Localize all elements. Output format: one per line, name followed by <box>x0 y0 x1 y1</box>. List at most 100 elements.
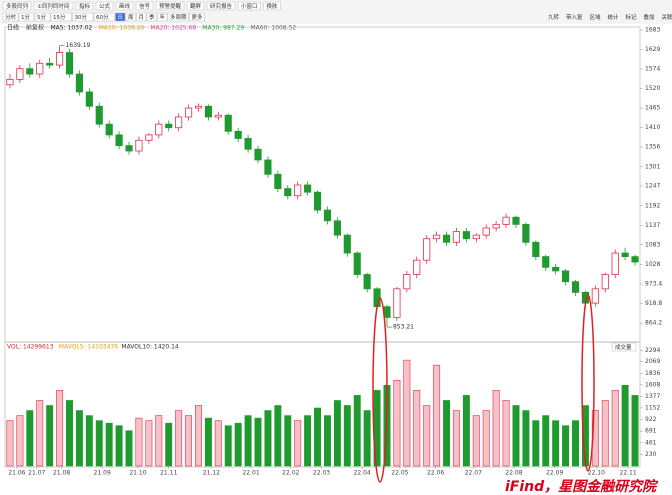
volume-bar <box>125 430 133 467</box>
y-tick-label: 864.2 <box>645 320 662 327</box>
candle-body <box>492 223 500 229</box>
candle-body <box>552 266 560 272</box>
volume-bar <box>244 415 252 467</box>
toolbar-button[interactable] <box>135 1 154 11</box>
toolbar-label: 研究报告 <box>210 2 233 10</box>
x-tick-label: 22.02 <box>282 470 299 477</box>
toolbar-right-label[interactable]: 标记 <box>626 13 638 21</box>
volume-bar <box>343 405 351 467</box>
volume-bar <box>105 422 113 467</box>
candle-body <box>304 184 312 193</box>
period-button[interactable] <box>2 12 19 22</box>
x-tick-label: 22.09 <box>546 470 563 477</box>
candle-body <box>591 288 599 304</box>
vol-y-tick-label: 1608 <box>645 381 660 388</box>
volume-bar <box>185 415 193 467</box>
candle-body <box>631 256 639 263</box>
period-button[interactable] <box>146 12 157 22</box>
toolbar-right-label[interactable]: 关联 <box>662 13 672 21</box>
period-label: 分时 <box>5 13 17 21</box>
period-label: 更多 <box>192 13 204 21</box>
toolbar-button[interactable] <box>186 1 205 11</box>
period-button[interactable] <box>189 12 205 22</box>
toolbar-button[interactable] <box>33 1 74 11</box>
toolbar-right-label[interactable]: 带入复 <box>566 13 583 21</box>
period-label: 季 <box>149 13 155 21</box>
toolbar-right-label[interactable]: 区域 <box>590 13 602 21</box>
ma-legend: MA20: 1025.68 <box>151 25 197 32</box>
watermark: iFind，星图金融研究院 <box>505 478 659 495</box>
vol-y-tick-label: 1377 <box>645 393 660 400</box>
toolbar-right-label[interactable]: 统计 <box>608 13 620 21</box>
candle-body <box>621 252 629 258</box>
period-label: 月 <box>139 14 145 21</box>
candle-body <box>184 107 193 118</box>
candle-body <box>333 220 341 236</box>
period-label: 多周期 <box>170 13 187 21</box>
toolbar-button[interactable] <box>155 1 185 11</box>
toolbar-button[interactable] <box>237 1 261 11</box>
toolbar-button[interactable] <box>263 1 281 11</box>
period-button[interactable] <box>136 12 147 22</box>
toolbar-button[interactable] <box>75 1 94 11</box>
period-button[interactable] <box>93 12 115 22</box>
candle-body <box>224 114 232 132</box>
y-tick-label: 1410 <box>645 124 660 131</box>
x-tick-label: 21.08 <box>53 470 70 477</box>
period-button[interactable] <box>115 12 126 22</box>
period-button[interactable] <box>125 12 136 22</box>
toolbar-label: 翻屏 <box>190 2 202 10</box>
volume-bar <box>492 390 500 467</box>
candle-body <box>55 52 64 66</box>
y-tick-label: 1520 <box>645 85 660 92</box>
vol-y-tick-label: 691 <box>645 428 657 435</box>
volume-bar <box>472 415 480 467</box>
period-label: 15分 <box>53 13 66 21</box>
toolbar-button[interactable] <box>206 1 236 11</box>
toolbar-button[interactable] <box>95 1 114 11</box>
volume-bar <box>512 405 520 467</box>
candle-body <box>294 184 302 197</box>
period-label: 日 <box>118 14 124 21</box>
candle-body <box>95 105 103 125</box>
vol-y-tick-label: 1152 <box>645 404 660 411</box>
toolbar-label: 换肤 <box>267 2 279 10</box>
candle-body <box>562 270 570 283</box>
ma-legend: MA5: 1037.02 <box>51 25 93 32</box>
volume-bar <box>284 415 292 467</box>
toolbar-right-label[interactable]: 叠加 <box>644 13 655 21</box>
candle-body <box>363 274 371 290</box>
candle-body <box>46 62 54 66</box>
period-button[interactable] <box>50 12 72 22</box>
volume-button[interactable] <box>611 342 637 352</box>
volume-bar <box>502 400 510 467</box>
y-tick-label: 1137 <box>645 222 660 229</box>
volume-bar <box>214 420 222 467</box>
toolbar-button[interactable] <box>2 1 32 11</box>
period-button[interactable] <box>72 12 94 22</box>
period-button[interactable] <box>167 12 189 22</box>
volume-bar <box>433 364 441 467</box>
toolbar-label: 信号 <box>139 2 151 10</box>
period-button[interactable] <box>18 12 35 22</box>
candle-body <box>125 145 133 152</box>
candle-body <box>502 216 510 225</box>
volume-bar <box>314 407 322 467</box>
candle-body <box>16 68 24 80</box>
candle-body <box>26 68 34 75</box>
highlight-ellipse <box>581 294 595 472</box>
candle-body <box>482 227 490 236</box>
vol-y-tick-label: 2069 <box>645 358 660 365</box>
toolbar-button[interactable] <box>115 1 134 11</box>
volume-bar <box>443 400 450 467</box>
volume-button-label[interactable]: 成交量 <box>615 343 632 351</box>
y-tick-label: 1083 <box>645 241 660 248</box>
volume-bar <box>631 395 639 467</box>
ma-legend: MA60: 1008.52 <box>251 25 297 32</box>
period-button[interactable] <box>157 12 168 22</box>
period-button[interactable] <box>34 12 51 22</box>
toolbar-right-label[interactable]: 九转 <box>548 13 560 21</box>
candle-body <box>472 234 480 240</box>
annotation: 853.21 <box>393 324 414 331</box>
